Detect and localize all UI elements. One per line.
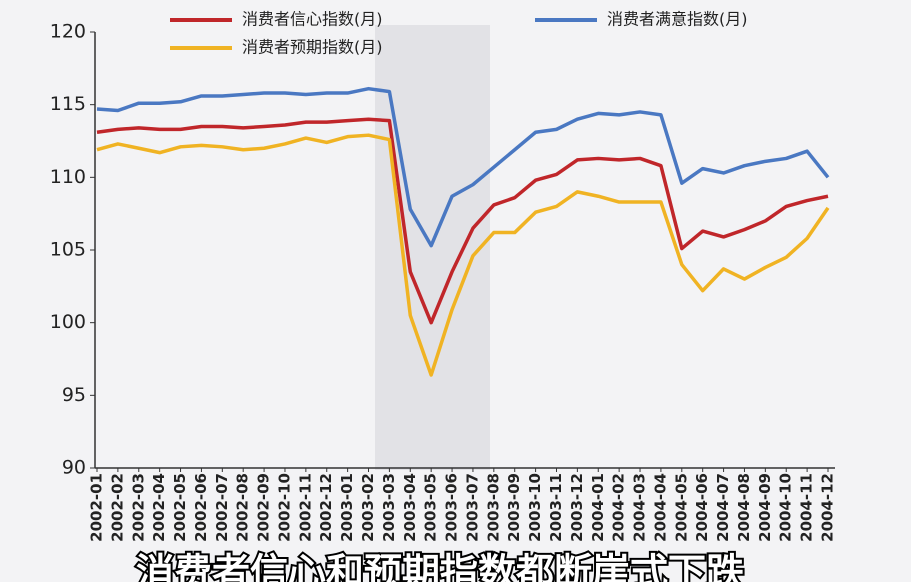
x-tick-label: 2002-05 (171, 473, 189, 542)
x-tick-label: 2002-09 (255, 473, 273, 542)
x-tick-label: 2003-12 (568, 473, 586, 542)
x-tick-label: 2002-02 (108, 473, 126, 542)
y-tick-label: 110 (50, 166, 86, 188)
x-tick-label: 2002-01 (88, 473, 106, 542)
x-tick-label: 2002-04 (150, 473, 168, 542)
x-tick-label: 2004-09 (756, 473, 774, 542)
shaded-period (375, 25, 490, 470)
caption: 消费者信心和预期指数都断崖式下跌 (136, 551, 744, 582)
y-tick-label: 115 (50, 93, 86, 115)
legend-label: 消费者满意指数(月) (607, 10, 748, 29)
x-tick-label: 2004-06 (693, 473, 711, 542)
x-tick-label: 2004-04 (651, 473, 669, 542)
x-tick-label: 2003-09 (505, 473, 523, 542)
x-tick-label: 2003-02 (359, 473, 377, 542)
y-tick-label: 105 (50, 239, 86, 261)
x-tick-label: 2003-05 (422, 473, 440, 542)
x-tick-label: 2004-12 (819, 473, 837, 542)
x-tick-label: 2003-03 (380, 473, 398, 542)
series-line (96, 133, 830, 377)
legend-label: 消费者预期指数(月) (242, 38, 383, 57)
x-tick-label: 2002-12 (317, 473, 335, 542)
x-tick-label: 2004-02 (610, 473, 628, 542)
x-tick-label: 2002-03 (129, 473, 147, 542)
x-tick-label: 2002-10 (275, 473, 293, 542)
x-tick-label: 2002-11 (296, 473, 314, 542)
x-tick-label: 2002-07 (213, 473, 231, 542)
x-tick-label: 2004-08 (735, 473, 753, 542)
x-tick-label: 2004-07 (714, 473, 732, 542)
x-tick-label: 2002-08 (234, 473, 252, 542)
x-tick-label: 2003-01 (338, 473, 356, 542)
legend-label: 消费者信心指数(月) (242, 10, 383, 29)
y-tick-label: 95 (62, 384, 86, 406)
x-tick-label: 2003-08 (484, 473, 502, 542)
x-tick-label: 2003-11 (547, 473, 565, 542)
x-tick-label: 2003-10 (526, 473, 544, 542)
x-tick-label: 2004-03 (631, 473, 649, 542)
y-tick-label: 100 (50, 311, 86, 333)
x-tick-label: 2003-07 (463, 473, 481, 542)
y-tick-label: 90 (62, 457, 86, 479)
y-tick-label: 120 (50, 21, 86, 43)
series-line (96, 86, 830, 248)
x-tick-label: 2003-06 (443, 473, 461, 542)
x-tick-label: 2003-04 (401, 473, 419, 542)
x-tick-label: 2004-10 (777, 473, 795, 542)
series-line (96, 117, 829, 325)
x-tick-label: 2002-06 (192, 473, 210, 542)
x-tick-label: 2004-11 (798, 473, 816, 542)
x-tick-label: 2004-01 (589, 473, 607, 542)
x-tick-label: 2004-05 (672, 473, 690, 542)
